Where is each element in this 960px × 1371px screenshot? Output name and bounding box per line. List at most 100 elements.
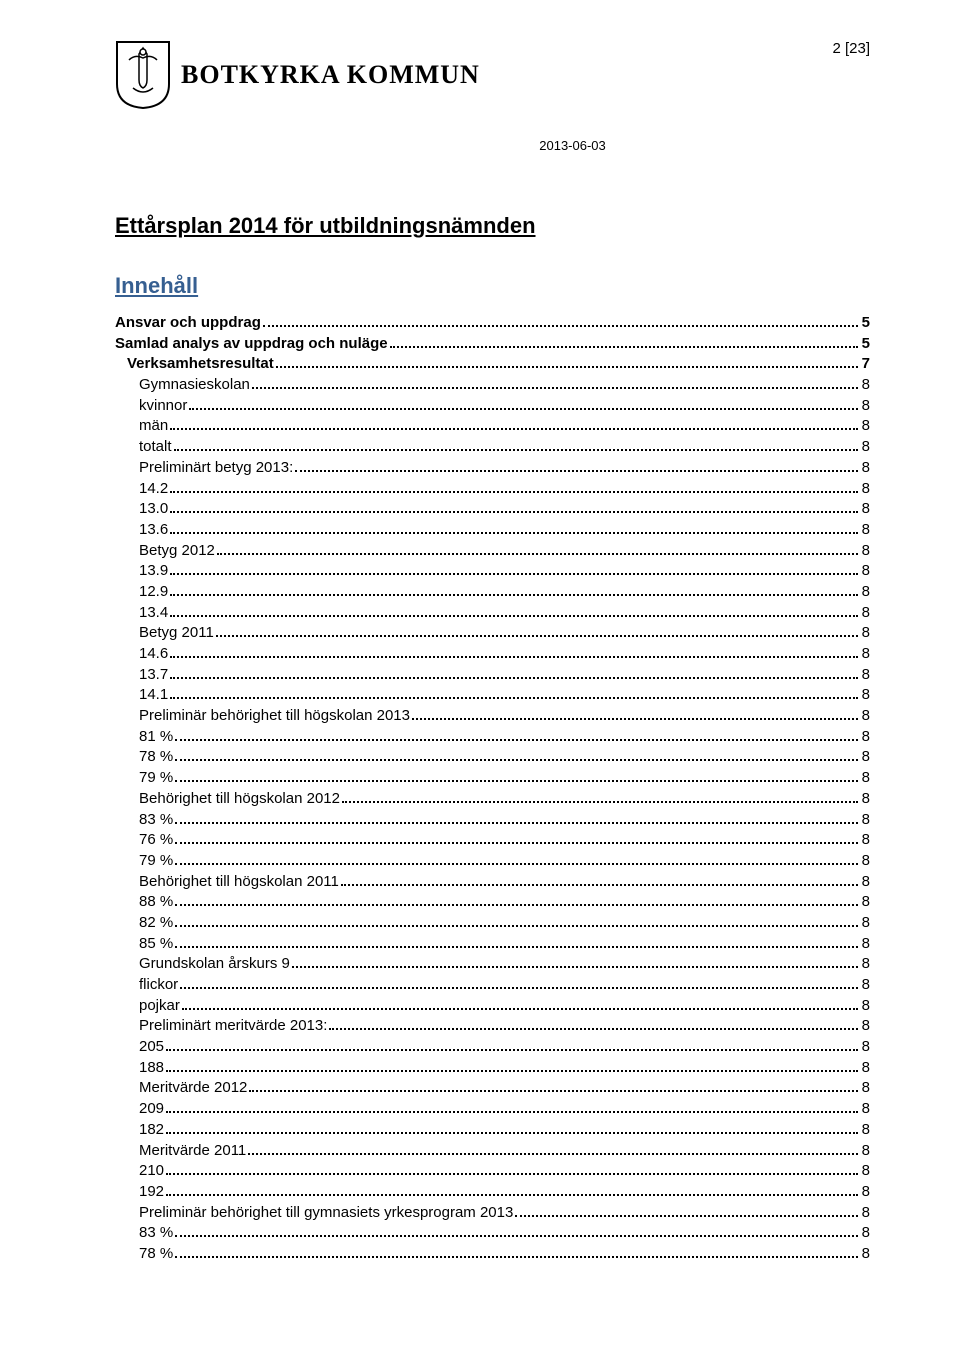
toc-leader-dots — [174, 438, 858, 451]
toc-entry-page: 8 — [860, 561, 870, 582]
toc-entry-label: Behörighet till högskolan 2012 — [115, 789, 340, 810]
toc-leader-dots — [390, 334, 858, 347]
toc-entry-label: män — [115, 416, 168, 437]
toc-entry-page: 8 — [860, 541, 870, 562]
toc-leader-dots — [166, 1059, 858, 1072]
toc-entry-page: 8 — [860, 872, 870, 893]
toc-entry-label: 209 — [115, 1099, 164, 1120]
toc-leader-dots — [292, 955, 858, 968]
toc-entry-page: 8 — [860, 789, 870, 810]
toc-entry: Betyg 20118 — [115, 623, 870, 644]
toc-entry: 13.48 — [115, 603, 870, 624]
toc-entry: 82 %8 — [115, 913, 870, 934]
toc-leader-dots — [249, 1079, 857, 1092]
toc-entry: 1928 — [115, 1182, 870, 1203]
toc-entry: 13.98 — [115, 561, 870, 582]
toc-entry-label: 12.9 — [115, 582, 168, 603]
toc-entry: 14.68 — [115, 644, 870, 665]
toc-entry: Behörighet till högskolan 20118 — [115, 872, 870, 893]
toc-entry-label: kvinnor — [115, 396, 187, 417]
toc-entry-label: 14.1 — [115, 685, 168, 706]
toc-entry-label: Ansvar och uppdrag — [115, 313, 261, 334]
toc-entry-page: 8 — [860, 975, 870, 996]
toc-leader-dots — [189, 397, 857, 410]
toc-entry-page: 8 — [860, 582, 870, 603]
toc-entry-page: 8 — [860, 416, 870, 437]
toc-entry: Betyg 20128 — [115, 541, 870, 562]
toc-entry: totalt8 — [115, 437, 870, 458]
toc-entry-label: Grundskolan årskurs 9 — [115, 954, 290, 975]
toc-entry-label: Preliminärt meritvärde 2013: — [115, 1016, 327, 1037]
toc-leader-dots — [295, 459, 857, 472]
toc-entry: Preliminärt meritvärde 2013:8 — [115, 1016, 870, 1037]
toc-entry-page: 8 — [860, 603, 870, 624]
toc-leader-dots — [175, 728, 857, 741]
toc-entry: män 8 — [115, 416, 870, 437]
toc-entry-label: 14.6 — [115, 644, 168, 665]
table-of-contents: Ansvar och uppdrag5Samlad analys av uppd… — [115, 313, 870, 1265]
toc-entry: Preliminär behörighet till högskolan 201… — [115, 706, 870, 727]
toc-entry-label: 192 — [115, 1182, 164, 1203]
toc-leader-dots — [170, 417, 857, 430]
toc-entry: 83 %8 — [115, 810, 870, 831]
toc-entry: Meritvärde 20118 — [115, 1141, 870, 1162]
toc-entry: Preliminärt betyg 2013:8 — [115, 458, 870, 479]
section-title: Innehåll — [115, 273, 870, 299]
document-date: 2013-06-03 — [275, 138, 870, 153]
toc-entry-label: 83 % — [115, 1223, 173, 1244]
toc-leader-dots — [276, 355, 858, 368]
toc-entry-page: 8 — [860, 623, 870, 644]
toc-entry: 88 % 8 — [115, 892, 870, 913]
toc-entry-page: 8 — [860, 1161, 870, 1182]
toc-entry: 79 %8 — [115, 851, 870, 872]
toc-leader-dots — [175, 934, 857, 947]
toc-leader-dots — [175, 748, 857, 761]
toc-entry-label: totalt — [115, 437, 172, 458]
toc-entry-page: 8 — [860, 892, 870, 913]
toc-entry-page: 8 — [860, 830, 870, 851]
toc-entry-label: 88 % — [115, 892, 173, 913]
toc-entry-label: Verksamhetsresultat — [115, 354, 274, 375]
toc-entry-label: flickor — [115, 975, 178, 996]
toc-entry-label: 79 % — [115, 851, 173, 872]
toc-entry-page: 8 — [860, 706, 870, 727]
toc-leader-dots — [412, 707, 858, 720]
toc-entry-label: 210 — [115, 1161, 164, 1182]
toc-entry-label: 13.9 — [115, 561, 168, 582]
toc-entry-page: 8 — [860, 1223, 870, 1244]
toc-entry-label: 83 % — [115, 810, 173, 831]
toc-entry: 13.68 — [115, 520, 870, 541]
page-indicator: 2 [23] — [832, 40, 870, 57]
toc-entry-page: 8 — [860, 520, 870, 541]
toc-leader-dots — [216, 624, 858, 637]
toc-leader-dots — [248, 1141, 857, 1154]
toc-entry-page: 8 — [860, 1120, 870, 1141]
toc-entry-label: 82 % — [115, 913, 173, 934]
toc-leader-dots — [170, 583, 857, 596]
toc-entry-label: 81 % — [115, 727, 173, 748]
toc-entry-label: Meritvärde 2012 — [115, 1078, 247, 1099]
toc-entry: Verksamhetsresultat7 — [115, 354, 870, 375]
toc-entry-page: 8 — [860, 1058, 870, 1079]
toc-entry-label: Preliminär behörighet till gymnasiets yr… — [115, 1203, 513, 1224]
toc-leader-dots — [342, 790, 858, 803]
toc-entry: 12.98 — [115, 582, 870, 603]
toc-leader-dots — [175, 810, 857, 823]
toc-entry-label: 85 % — [115, 934, 173, 955]
toc-entry-label: 79 % — [115, 768, 173, 789]
toc-entry-label: 182 — [115, 1120, 164, 1141]
toc-entry: 13.08 — [115, 499, 870, 520]
toc-entry-page: 8 — [860, 954, 870, 975]
toc-entry-page: 8 — [860, 1099, 870, 1120]
toc-entry-page: 5 — [860, 313, 870, 334]
toc-entry-label: 76 % — [115, 830, 173, 851]
toc-leader-dots — [166, 1121, 858, 1134]
toc-entry: 14.18 — [115, 685, 870, 706]
toc-entry-label: 78 % — [115, 1244, 173, 1265]
toc-entry-page: 8 — [860, 458, 870, 479]
toc-entry-label: pojkar — [115, 996, 180, 1017]
toc-entry: Preliminär behörighet till gymnasiets yr… — [115, 1203, 870, 1224]
toc-entry: 85 %8 — [115, 934, 870, 955]
toc-entry-label: 13.6 — [115, 520, 168, 541]
toc-entry-page: 5 — [860, 334, 870, 355]
